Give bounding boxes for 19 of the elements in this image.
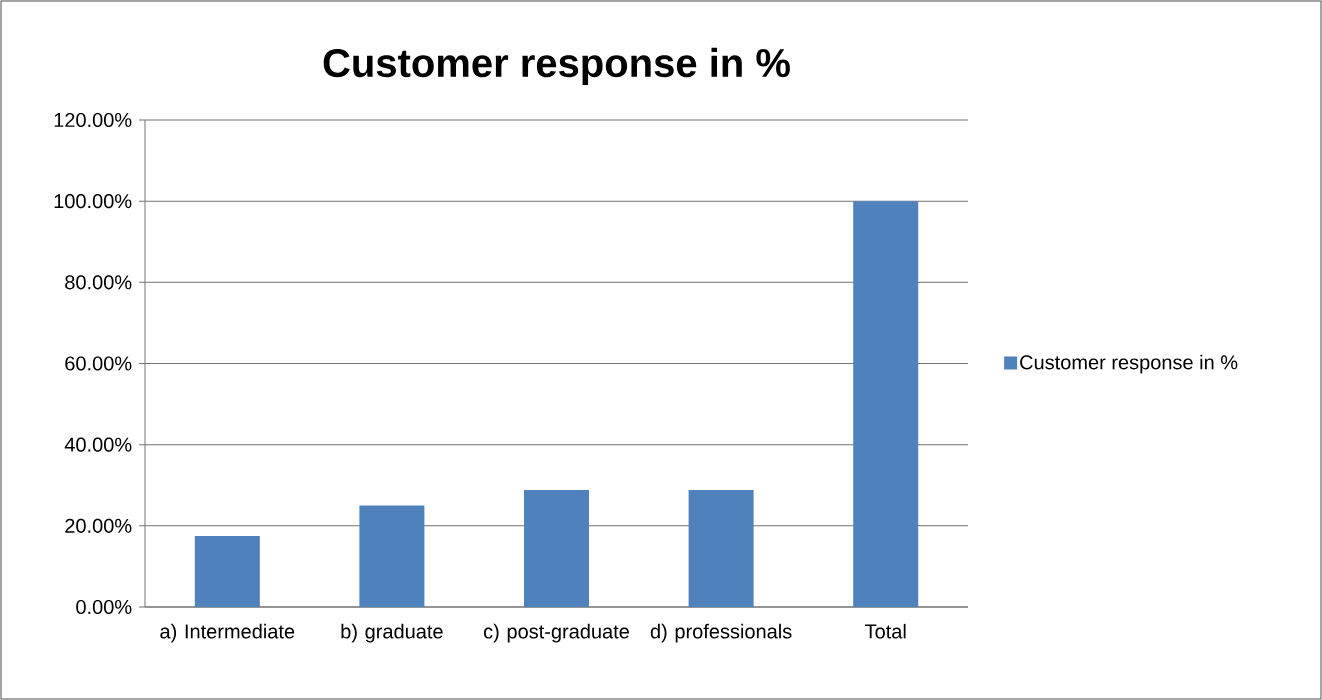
y-tick-label: 20.00% bbox=[65, 518, 132, 533]
y-tick-label: 40.00% bbox=[64, 437, 132, 452]
legend-label: Customer response in % bbox=[1020, 354, 1238, 374]
bar bbox=[194, 535, 260, 607]
x-tick-label: b) graduate bbox=[341, 623, 443, 643]
x-tick-label: Total bbox=[865, 623, 906, 639]
x-tick-label: a) Intermediate bbox=[160, 623, 295, 643]
y-tick-label: 120.00% bbox=[54, 112, 132, 128]
bar bbox=[688, 490, 754, 607]
y-tick-label: 60.00% bbox=[65, 356, 132, 371]
chart-title: Customer response in % bbox=[323, 47, 790, 86]
bar bbox=[853, 201, 919, 607]
y-tick-label: 0.00% bbox=[76, 599, 132, 615]
y-tick-label: 100.00% bbox=[54, 194, 132, 209]
bar bbox=[359, 505, 425, 607]
x-tick-label: c) post-graduate bbox=[483, 623, 629, 643]
bar bbox=[524, 490, 590, 607]
x-tick-label: d) professionals bbox=[650, 623, 792, 643]
y-tick-label: 80.00% bbox=[65, 275, 132, 290]
